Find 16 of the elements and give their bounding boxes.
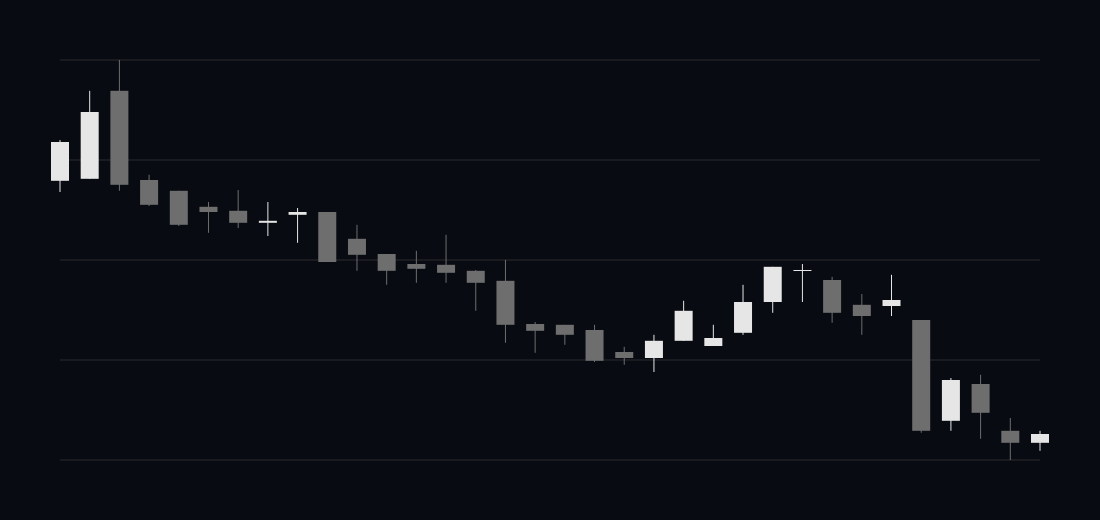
candlestick <box>1001 417 1020 461</box>
candlestick <box>407 250 426 284</box>
candlestick <box>793 263 812 303</box>
candlestick <box>644 334 663 373</box>
candlestick <box>377 253 396 286</box>
candlestick <box>288 207 307 244</box>
candlestick <box>229 189 248 229</box>
candlestick <box>466 269 485 312</box>
candlestick <box>1031 430 1049 452</box>
candlestick <box>526 321 545 354</box>
candlestick <box>347 224 366 272</box>
candlestick <box>258 201 277 237</box>
candlestick <box>199 201 218 234</box>
candlestick <box>437 234 456 284</box>
candlestick <box>882 274 901 317</box>
candlestick <box>852 293 871 336</box>
